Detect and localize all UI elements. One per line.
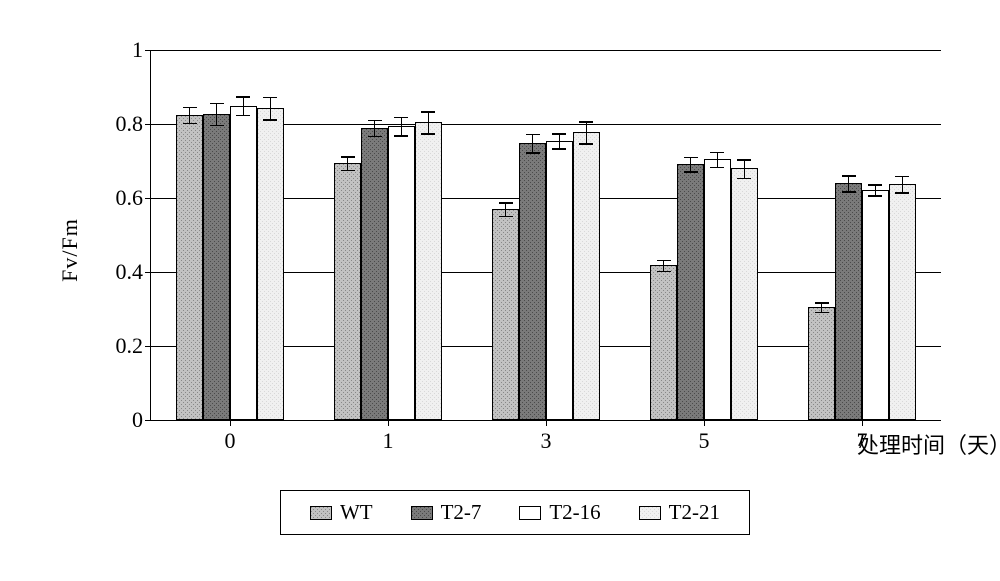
y-tick-mark (145, 124, 151, 125)
bar-T2-16 (388, 126, 415, 420)
chart-container: Fv/Fm 处理时间（天） 00.20.40.60.8101357 (70, 30, 950, 470)
plot-area: 处理时间（天） 00.20.40.60.8101357 (150, 50, 941, 421)
y-tick-label: 0.8 (116, 111, 144, 137)
bar-T2-21 (731, 168, 758, 420)
bar-T2-21 (415, 122, 442, 420)
bar-T2-7 (835, 183, 862, 420)
bar-T2-21 (257, 108, 284, 420)
x-tick-mark (704, 420, 705, 426)
y-tick-mark (145, 420, 151, 421)
bar-T2-16 (862, 190, 889, 420)
legend-swatch (310, 506, 332, 520)
bar-T2-7 (361, 128, 388, 420)
legend-item-WT: WT (310, 500, 373, 525)
bar-WT (808, 307, 835, 420)
y-axis-title: Fv/Fm (57, 218, 83, 282)
x-tick-label: 5 (699, 428, 710, 454)
legend-swatch (519, 506, 541, 520)
y-tick-label: 1 (132, 37, 143, 63)
legend-item-T2-7: T2-7 (411, 500, 482, 525)
legend-swatch (639, 506, 661, 520)
y-tick-mark (145, 272, 151, 273)
y-tick-mark (145, 346, 151, 347)
bar-WT (650, 265, 677, 420)
bar-T2-21 (889, 184, 916, 420)
y-tick-label: 0.2 (116, 333, 144, 359)
bar-WT (176, 115, 203, 420)
y-tick-label: 0.6 (116, 185, 144, 211)
y-tick-mark (145, 50, 151, 51)
legend-item-T2-16: T2-16 (519, 500, 600, 525)
y-tick-label: 0.4 (116, 259, 144, 285)
legend-label: T2-21 (669, 500, 720, 525)
bar-T2-16 (230, 106, 257, 421)
bar-WT (334, 163, 361, 420)
x-tick-label: 1 (383, 428, 394, 454)
x-tick-mark (546, 420, 547, 426)
legend-label: WT (340, 500, 373, 525)
grid-line (151, 50, 941, 51)
x-tick-mark (230, 420, 231, 426)
bar-T2-16 (546, 141, 573, 420)
legend: WT T2-7 T2-16 T2-21 (280, 490, 750, 535)
bar-T2-7 (519, 143, 546, 420)
bar-T2-7 (677, 164, 704, 420)
x-tick-label: 0 (225, 428, 236, 454)
y-tick-mark (145, 198, 151, 199)
legend-item-T2-21: T2-21 (639, 500, 720, 525)
bar-T2-21 (573, 132, 600, 420)
bar-T2-7 (203, 114, 230, 420)
x-axis-title: 处理时间（天） (857, 428, 1000, 460)
x-tick-mark (388, 420, 389, 426)
x-tick-mark (862, 420, 863, 426)
legend-label: T2-16 (549, 500, 600, 525)
x-tick-label: 3 (541, 428, 552, 454)
legend-label: T2-7 (441, 500, 482, 525)
bar-WT (492, 209, 519, 420)
bar-T2-16 (704, 159, 731, 420)
x-tick-label: 7 (857, 428, 868, 454)
y-tick-label: 0 (132, 407, 143, 433)
legend-swatch (411, 506, 433, 520)
